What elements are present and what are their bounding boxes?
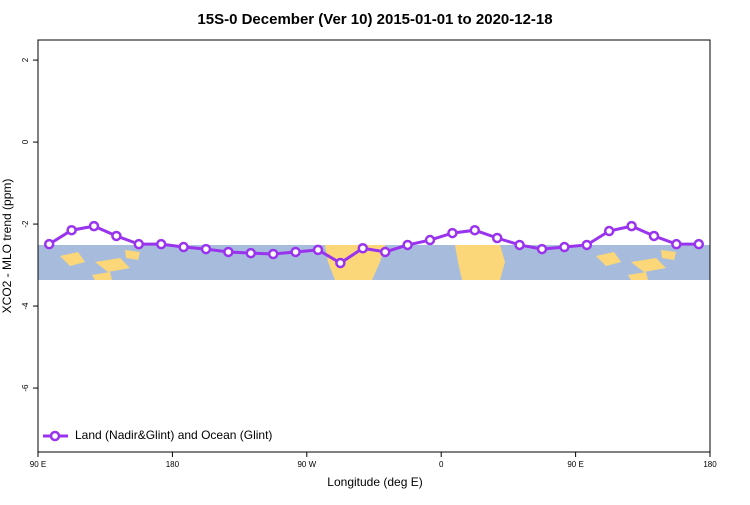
point [267, 248, 279, 260]
point [379, 246, 391, 258]
point [603, 225, 615, 237]
point [335, 257, 346, 269]
x-tick-label: 180 [703, 460, 717, 469]
point [66, 224, 77, 236]
point [88, 220, 100, 232]
point [447, 227, 458, 239]
point [312, 244, 324, 256]
point [111, 230, 122, 242]
point [402, 239, 413, 251]
y-tick-label: -2 [21, 220, 30, 228]
point [357, 243, 369, 254]
point [245, 247, 257, 259]
legend-label: Land (Nadir&Glint) and Ocean (Glint) [75, 428, 272, 442]
point [648, 230, 660, 242]
x-tick-label: 180 [166, 460, 180, 469]
point [200, 243, 212, 255]
plot-frame [37, 39, 711, 453]
point [155, 238, 167, 250]
x-tick-label: 90 E [567, 460, 583, 469]
legend-marker [49, 430, 61, 442]
point [223, 246, 234, 258]
point [559, 241, 570, 253]
x-axis-label: Longitude (deg E) [327, 475, 422, 489]
y-tick-label: -4 [21, 302, 30, 310]
x-tick-label: 0 [439, 460, 444, 469]
point [491, 232, 503, 244]
y-tick-label: 0 [21, 139, 30, 144]
x-tick-label: 90 E [30, 460, 46, 469]
chart-title: 15S-0 December (Ver 10) 2015-01-01 to 20… [197, 11, 552, 28]
y-axis-label: XCO2 - MLO trend (ppm) [0, 179, 14, 314]
point [133, 238, 145, 250]
point [43, 238, 55, 250]
point [290, 246, 301, 258]
point [536, 243, 548, 255]
x-tick-label: 90 W [297, 460, 316, 469]
y-tick-label: 2 [21, 57, 30, 62]
point [178, 241, 189, 253]
point [469, 224, 481, 236]
point [424, 234, 436, 246]
point [693, 238, 705, 250]
point [514, 239, 525, 251]
point [671, 238, 682, 250]
point [581, 239, 593, 251]
point [626, 220, 637, 232]
y-tick-label: -6 [21, 384, 30, 392]
